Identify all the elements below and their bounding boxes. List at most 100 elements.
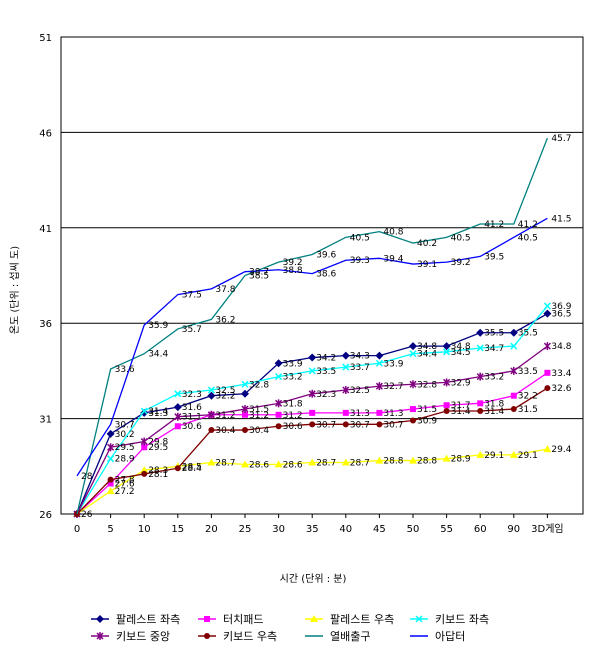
data-point <box>174 465 181 472</box>
data-point <box>308 389 316 398</box>
data-label: 32.3 <box>316 390 336 400</box>
data-label: 31.4 <box>484 407 504 417</box>
x-tick-label: 5 <box>107 524 113 535</box>
data-label: 28.4 <box>182 464 202 474</box>
data-label: 41.5 <box>551 214 571 224</box>
data-label: 34.4 <box>148 350 168 360</box>
data-point <box>207 391 216 400</box>
data-point <box>410 406 416 413</box>
data-point <box>242 411 248 418</box>
data-label: 38.8 <box>283 266 303 276</box>
data-label: 30.9 <box>417 417 437 427</box>
data-point <box>207 458 216 466</box>
data-label: 37.8 <box>215 285 235 295</box>
data-label: 40.2 <box>417 239 437 249</box>
y-tick-label: 41 <box>39 224 52 235</box>
data-point <box>241 405 249 414</box>
data-label: 33.5 <box>518 367 538 377</box>
data-label: 32.8 <box>417 380 437 390</box>
data-label: 34.7 <box>484 344 504 354</box>
legend-label: 아답터 <box>435 630 465 643</box>
data-label: 39.4 <box>383 254 403 264</box>
data-label: 31.3 <box>350 409 370 419</box>
data-label: 31.8 <box>484 399 504 409</box>
data-point <box>510 366 518 375</box>
data-point <box>107 443 115 452</box>
data-label: 31.3 <box>383 409 403 419</box>
data-point <box>476 328 485 337</box>
x-tick-label: 30 <box>272 524 285 535</box>
data-label: 39.3 <box>350 256 370 266</box>
x-tick-label: 90 <box>507 524 520 535</box>
x-tick-label: 20 <box>205 524 218 535</box>
data-point <box>543 445 552 453</box>
data-label: 29.5 <box>148 443 168 453</box>
data-label: 45.7 <box>551 134 571 144</box>
x-tick-label: 3D게임 <box>531 522 563 535</box>
data-label: 32.3 <box>182 390 202 400</box>
data-point <box>141 470 148 477</box>
data-label: 34.4 <box>417 350 437 360</box>
data-point <box>409 456 417 464</box>
legend-item: 키보드 우측 <box>198 630 277 643</box>
data-label: 30.6 <box>283 422 303 432</box>
data-label: 35.9 <box>148 321 168 331</box>
data-label: 41.2 <box>518 220 538 230</box>
data-label: 28.7 <box>316 458 336 468</box>
x-axis-title: 시간 (단위 : 분) <box>280 572 347 585</box>
data-point <box>443 407 450 414</box>
data-label: 28.8 <box>417 457 437 467</box>
data-point <box>141 444 148 451</box>
y-axis-title: 온도 (단위 : 섭씨 도) <box>8 246 21 334</box>
legend-label: 터치패드 <box>223 613 263 626</box>
data-label: 32.9 <box>451 378 471 388</box>
data-point <box>106 429 115 438</box>
legend-item: 키보드 중앙 <box>91 630 170 643</box>
x-tick-label: 50 <box>407 524 420 535</box>
data-point <box>274 460 283 468</box>
data-label: 32.7 <box>383 382 403 392</box>
data-point <box>207 386 215 394</box>
data-point <box>174 390 182 398</box>
data-point <box>140 407 148 415</box>
y-tick-labels: 26 31 36 41 46 51 <box>39 33 52 521</box>
data-point <box>274 359 283 368</box>
data-point <box>476 450 485 458</box>
data-label: 27.6 <box>115 479 135 489</box>
data-point <box>174 412 182 421</box>
data-label: 28.5 <box>182 462 202 472</box>
data-label: 36.9 <box>551 302 571 312</box>
data-point <box>107 476 114 483</box>
data-label: 31.5 <box>518 405 538 415</box>
data-label: 28.1 <box>148 470 168 480</box>
data-point <box>341 351 350 360</box>
data-label: 32.2 <box>215 392 235 402</box>
data-label: 33.6 <box>115 365 135 375</box>
data-label: 31.2 <box>215 411 235 421</box>
data-label: 31.4 <box>148 407 168 417</box>
data-label: 28.7 <box>350 458 370 468</box>
data-label: 31.2 <box>249 411 269 421</box>
data-label: 33.9 <box>383 359 403 369</box>
data-point <box>409 342 417 351</box>
data-label: 31.8 <box>283 399 303 409</box>
data-point <box>174 423 181 430</box>
data-label: 31.1 <box>182 413 202 423</box>
data-label: 33.2 <box>283 373 303 383</box>
data-point <box>543 342 551 351</box>
legend-item: 열배출구 <box>305 630 370 643</box>
data-point <box>106 487 115 495</box>
data-label: 30.6 <box>182 422 202 432</box>
x-tick-label: 45 <box>373 524 386 535</box>
x-tick-label: 0 <box>74 524 80 535</box>
x-tick-label: 35 <box>306 524 319 535</box>
data-label: 32.8 <box>249 380 269 390</box>
x-tick-label: 15 <box>171 524 184 535</box>
data-label: 39.6 <box>316 251 336 261</box>
data-label: 28.6 <box>249 460 269 470</box>
series-line <box>76 137 549 515</box>
data-label: 30.4 <box>215 426 235 436</box>
data-point <box>443 378 451 387</box>
data-label: 31.5 <box>249 405 269 415</box>
data-point <box>510 342 518 350</box>
